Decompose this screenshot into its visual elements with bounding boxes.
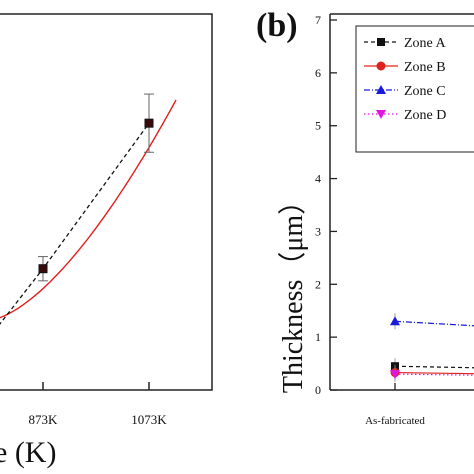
panel-b-x-ticks: As-fabricated [365,383,425,427]
panel-a-frame [0,13,213,391]
legend-label: Zone C [404,84,446,99]
fit-line [0,99,177,319]
panel-b-ylabel: Thickness（μm） [277,187,309,393]
legend-frame [355,25,474,153]
series-line [394,365,474,369]
panel-a-x-ticks: 873K 1073K [29,382,167,427]
panel-b-y-tick-label: 4 [315,172,321,186]
legend-label: Zone B [404,60,446,75]
panel-a-x-tick-label: 1073K [131,412,167,427]
panel-b-y-tick-label: 5 [315,119,321,133]
series-marker [390,316,400,326]
panel-b-y-tick-label: 7 [315,13,321,27]
panel-a-xlabel: e (K) [0,436,56,469]
panel-b-series [390,313,474,383]
panel-b-y-tick-label: 6 [315,66,321,80]
legend-label: Zone A [404,36,446,51]
legend-marker [377,38,385,46]
series-line [394,320,474,327]
panel-a: 873K 1073K e (K) [0,13,213,469]
panel-b: (b) 0 1 2 3 4 5 6 7 As-fabricated Thickness（μm）… [256,7,474,427]
panel-b-y-ticks: 0 1 2 3 4 5 6 7 [315,13,337,397]
panel-b-x-tick-label: As-fabricated [365,415,425,427]
series-line [394,371,474,375]
series-marker [390,370,400,380]
panel-b-y-tick-label: 0 [315,383,321,397]
legend-marker [376,61,386,71]
data-point [38,264,48,274]
data-point [144,118,154,128]
panel-b-y-tick-label: 3 [315,224,321,238]
legend-label: Zone D [404,108,446,123]
panel-b-legend: Zone A Zone B Zone C Zone D [355,25,474,153]
series-line [394,373,474,376]
legend-marker [376,110,386,119]
panel-b-y-tick-label: 2 [315,277,321,291]
panel-a-fit-curve [0,99,177,319]
panel-a-data-points [38,93,154,282]
panel-b-label: (b) [256,7,298,44]
panel-b-y-tick-label: 1 [315,330,321,344]
panel-a-x-tick-label: 873K [29,412,59,427]
legend-marker [376,85,386,94]
